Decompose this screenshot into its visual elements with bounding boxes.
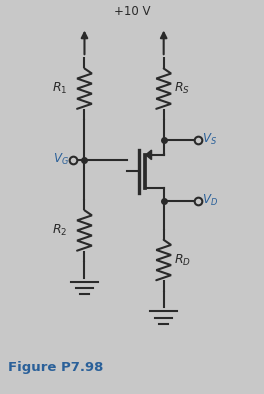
Polygon shape [146, 150, 152, 160]
Text: $R_D$: $R_D$ [174, 253, 191, 268]
Text: Figure P7.98: Figure P7.98 [8, 361, 103, 374]
Text: $R_1$: $R_1$ [52, 81, 67, 96]
Text: $R_2$: $R_2$ [52, 223, 67, 238]
Text: $V_S$: $V_S$ [202, 132, 217, 147]
Text: $V_D$: $V_D$ [202, 193, 218, 208]
Text: +10 V: +10 V [114, 5, 150, 18]
Text: $R_S$: $R_S$ [174, 81, 190, 96]
Text: $V_G$: $V_G$ [53, 152, 69, 167]
